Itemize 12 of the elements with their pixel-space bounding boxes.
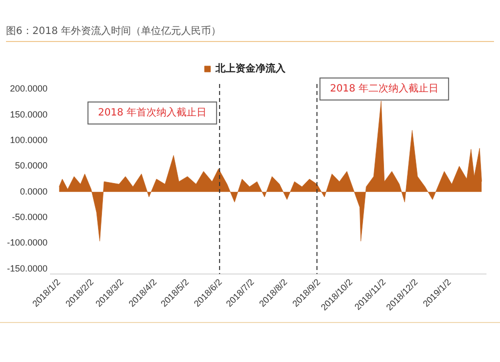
y-tick-label: -100.0000	[6, 238, 48, 248]
y-tick-label: 0.0000	[20, 186, 48, 196]
ref-line-label: 2018 年二次纳入截止日	[330, 82, 439, 95]
y-tick-label: 50.0000	[14, 160, 48, 171]
y-tick-label: 150.0000	[10, 109, 48, 120]
ref-line-label: 2018 年首次纳入截止日	[98, 106, 207, 119]
y-tick-label: -50.0000	[12, 212, 48, 222]
chart-title: 图6：2018 年外资流入时间（单位亿元人民币）	[6, 24, 494, 42]
y-tick-label: 100.0000	[10, 134, 48, 145]
legend-label: 北上资金净流入	[214, 62, 286, 75]
y-tick-label: 200.0000	[10, 84, 48, 94]
y-tick-label: -150.0000	[6, 263, 48, 274]
